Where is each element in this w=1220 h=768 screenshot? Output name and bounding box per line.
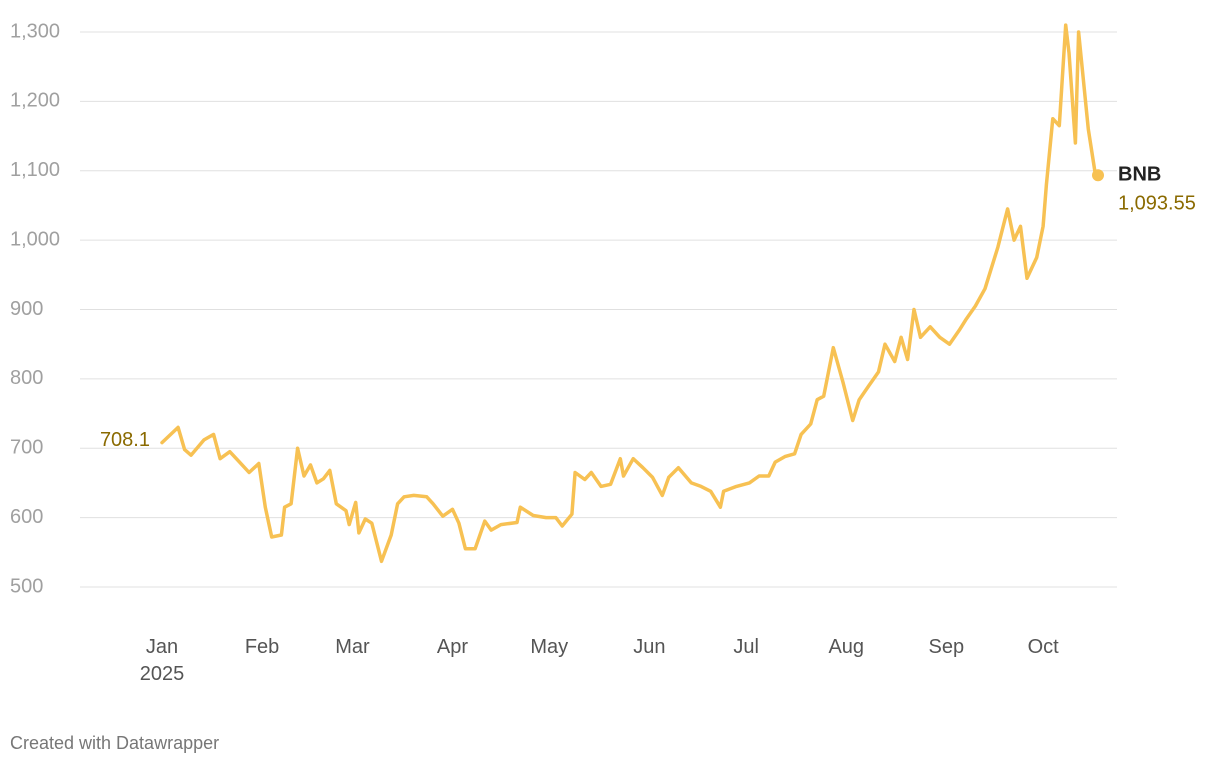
x-tick-label: Oct [1027,636,1059,658]
y-tick-label: 1,000 [10,228,60,250]
y-tick-label: 1,100 [10,159,60,181]
value-label: 708.1 [100,429,150,451]
y-tick-label: 1,200 [10,90,60,112]
x-tick-label: Aug [828,636,865,658]
y-tick-label: 700 [10,437,43,459]
y-tick-label: 600 [10,506,43,528]
y-tick-label: 900 [10,298,43,320]
value-label: 1,093.55 [1118,193,1196,215]
x-tick-label: Mar [335,636,370,658]
x-tick-label: Apr [436,636,469,658]
x-tick-label: Sep [928,636,965,658]
end-dot [1092,169,1104,182]
x-tick-label: Feb [244,636,280,658]
y-tick-label: 800 [10,367,43,389]
legend-label: BNB [1118,164,1161,186]
footer: Created with Datawrapper [10,733,220,753]
x-tick-label: May [530,636,569,658]
y-tick-label: 500 [10,575,43,597]
x-tick-label: Jan 2025 [139,636,185,685]
line [160,23,1100,564]
x-tick-label: Jul [733,636,759,658]
x-tick-label: Jun [633,636,666,658]
y-tick-label: 1,300 [10,20,60,42]
